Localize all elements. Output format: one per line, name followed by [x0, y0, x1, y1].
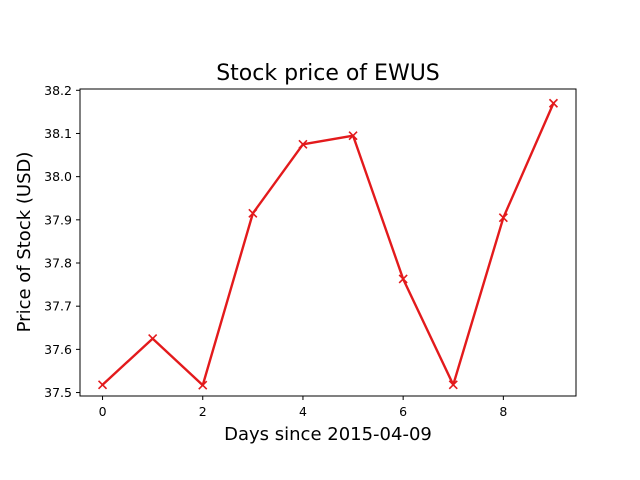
plot-area	[79, 88, 577, 397]
y-tick-label: 37.7	[44, 299, 72, 314]
y-axis-label: Price of Stock (USD)	[14, 152, 35, 333]
x-tick-label: 0	[99, 404, 107, 419]
y-tick-label: 37.6	[44, 342, 72, 357]
y-axis: 37.5 37.6 37.7 37.8 37.9 38.0 38.1 38.2	[44, 83, 80, 400]
data-point	[448, 380, 458, 390]
x-tick-label: 6	[399, 404, 407, 419]
x-axis-label: Days since 2015-04-09	[224, 424, 432, 445]
series-layer	[97, 98, 559, 390]
series-line	[101, 102, 555, 387]
data-point	[198, 380, 208, 390]
data-point	[498, 213, 508, 223]
data-point	[398, 274, 408, 284]
data-point	[548, 98, 559, 108]
x-axis: 0 2 4 6 8	[99, 396, 507, 419]
y-tick-label: 38.0	[44, 169, 72, 184]
y-tick-label: 38.1	[44, 126, 72, 141]
y-tick-label: 37.5	[44, 385, 72, 400]
data-point	[348, 131, 358, 141]
data-point	[148, 334, 158, 344]
data-point	[298, 139, 308, 149]
y-tick-label: 37.9	[44, 212, 72, 227]
x-tick-label: 8	[499, 404, 507, 419]
y-tick-label: 37.8	[44, 256, 72, 271]
y-tick-label: 38.2	[44, 83, 72, 98]
chart-title: Stock price of EWUS	[216, 61, 440, 86]
data-point	[248, 208, 258, 218]
data-point	[97, 380, 108, 390]
x-tick-label: 4	[299, 404, 307, 419]
x-tick-label: 2	[199, 404, 207, 419]
